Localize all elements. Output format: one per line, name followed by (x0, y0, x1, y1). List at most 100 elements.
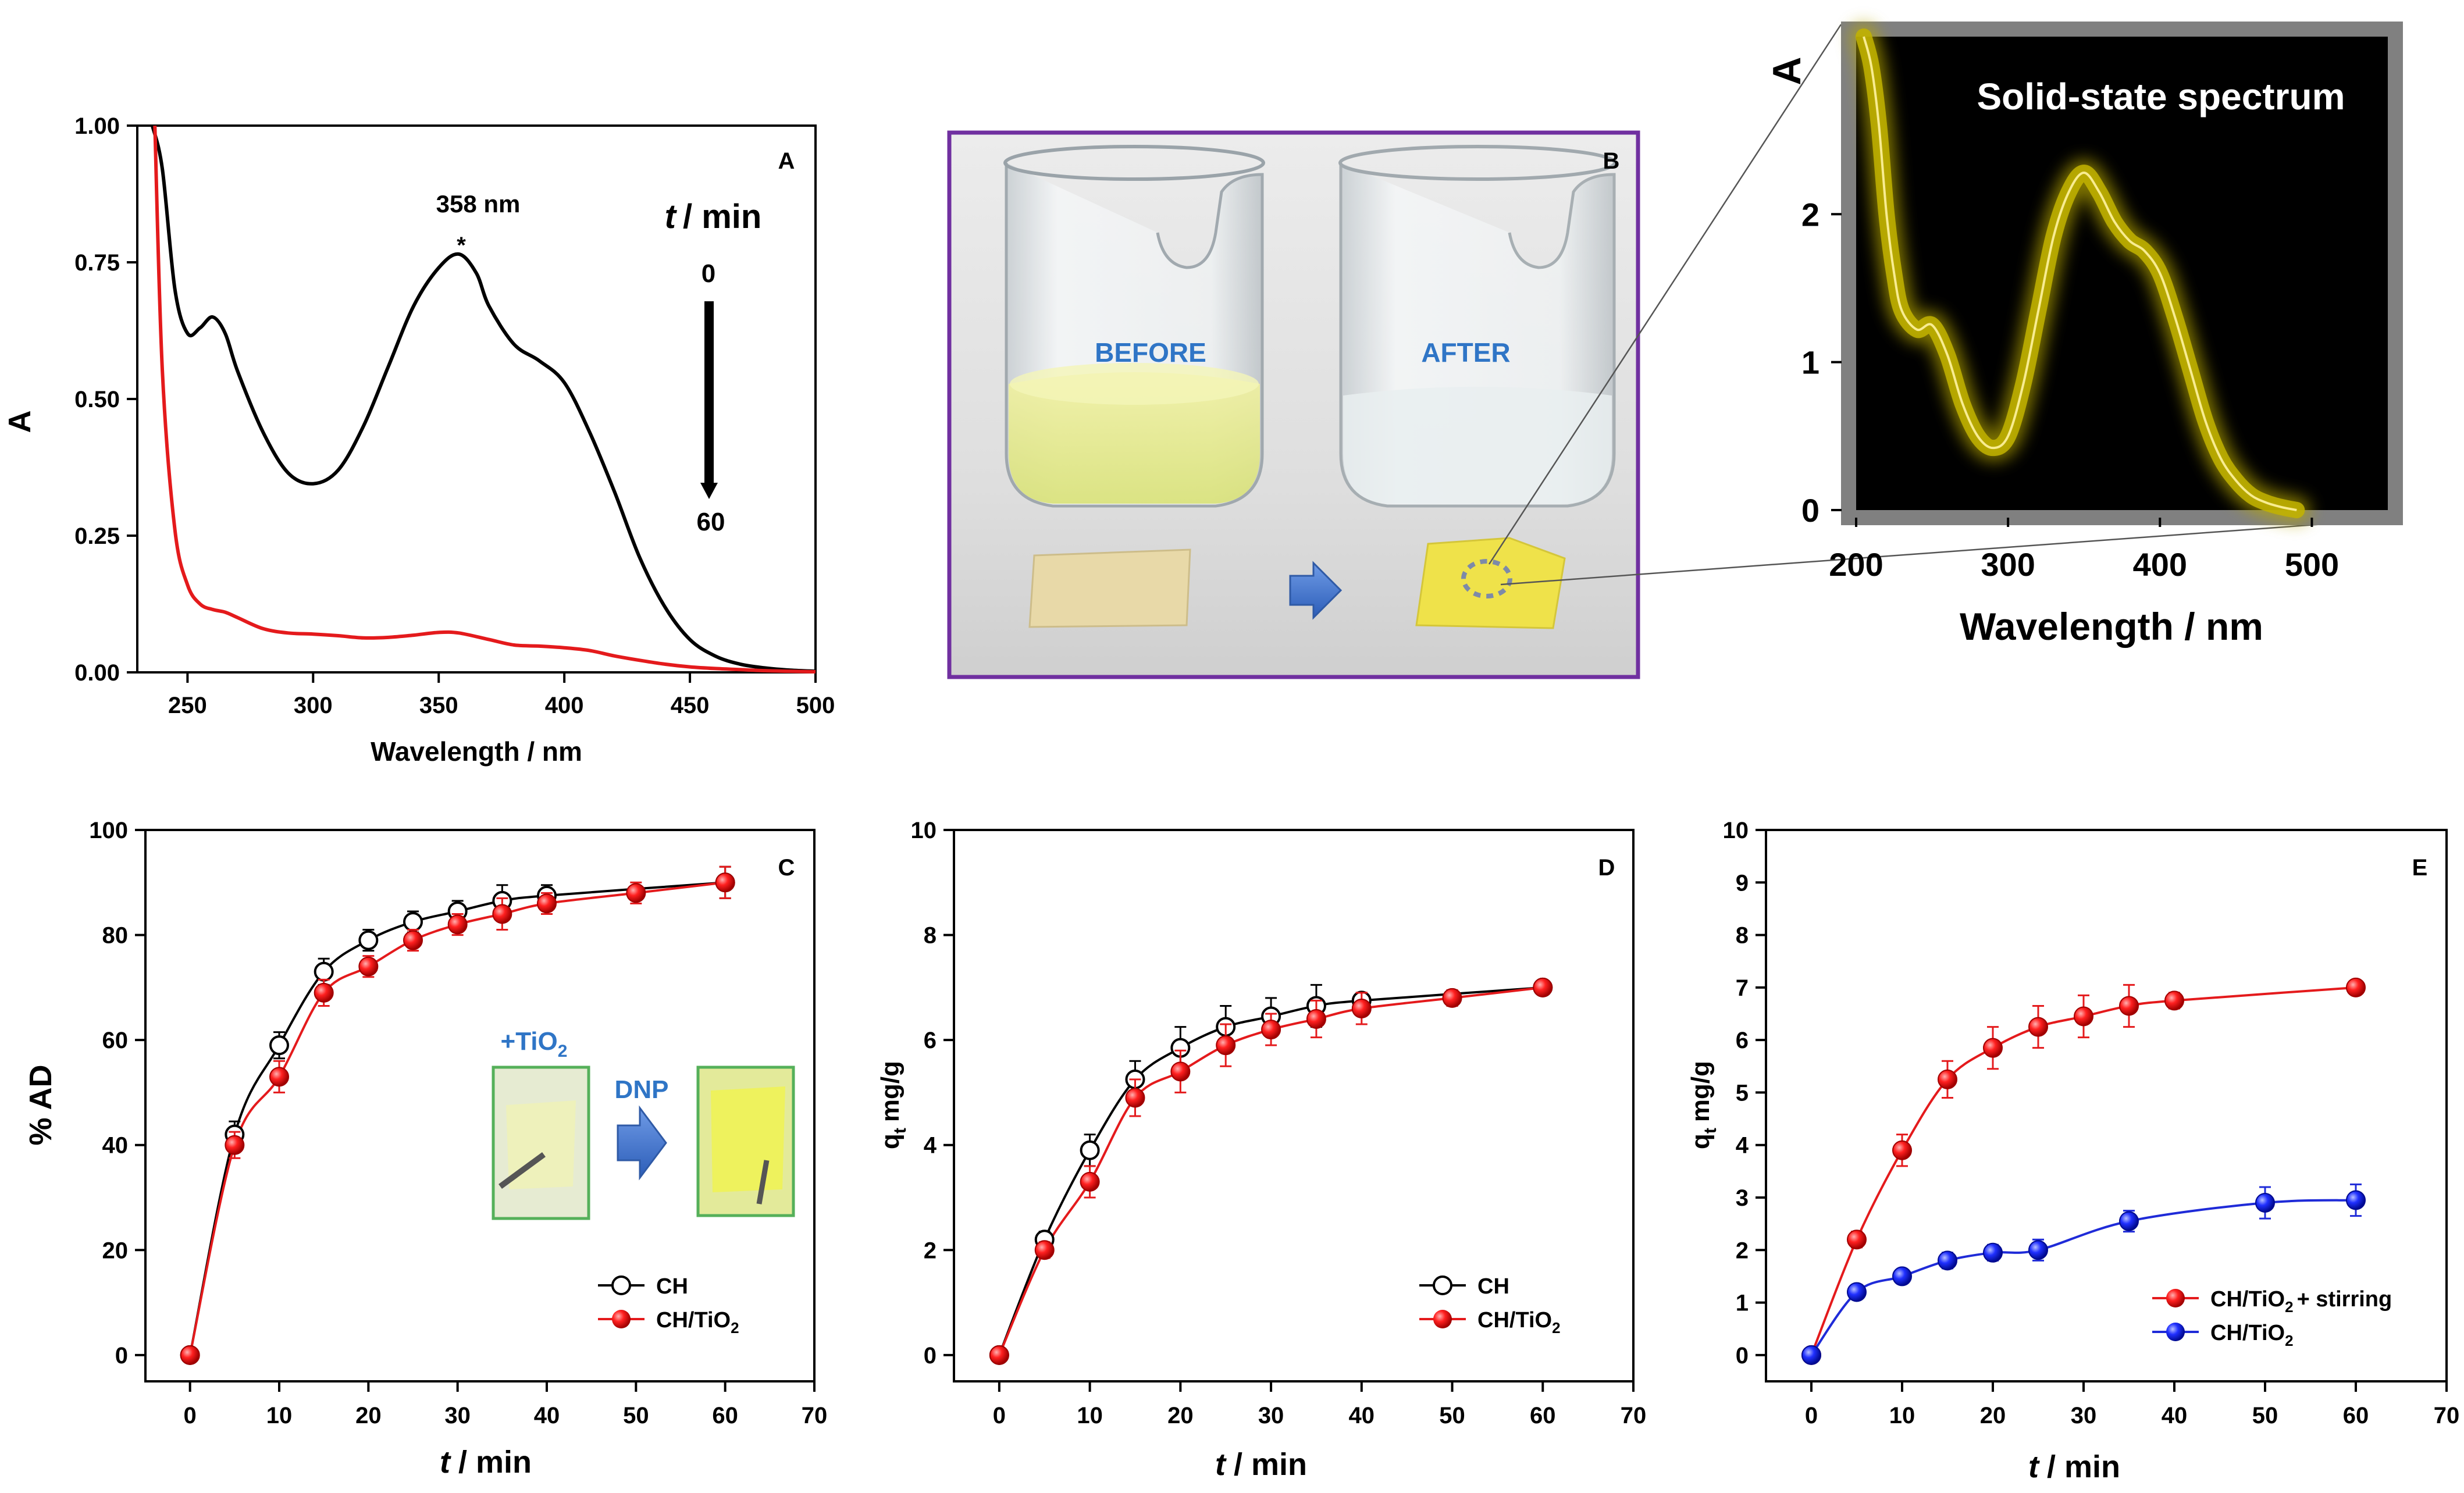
legend-label-1: CH/TiO2 (1477, 1308, 1561, 1337)
data-point (1306, 1009, 1326, 1029)
legend-label-0: CH/TiO2 + stirring (2210, 1287, 2392, 1316)
inset-photo-after-tweezer (756, 1160, 770, 1205)
inset-curve (1850, 23, 2310, 523)
panel-c-curves (180, 865, 735, 1365)
x-tick-label-0: 0 (184, 1403, 197, 1428)
panel-a-letter: A (778, 148, 795, 174)
panel-c-xlabel-unit: / min (458, 1445, 532, 1480)
data-point (2346, 1190, 2366, 1210)
panel-d-frame (953, 829, 1635, 1382)
y-tick-label-4: 4 (1736, 1133, 1749, 1159)
panel-e-frame (1765, 829, 2448, 1382)
spectrum-line-0 (150, 125, 816, 674)
inset-y-tick-label-0: 0 (1801, 492, 1819, 529)
inset-x-tick-label-500: 500 (2285, 546, 2339, 583)
y-tick-label-2: 2 (924, 1238, 937, 1263)
film-before (1028, 548, 1191, 628)
y-tick-label-3: 3 (1736, 1185, 1749, 1211)
inset-photo-before-tweezer (499, 1152, 546, 1189)
y-tick-label-100: 100 (89, 818, 128, 843)
time-start-label: 0 (702, 259, 715, 288)
data-point (1261, 1020, 1281, 1040)
y-tick-label-5: 5 (1736, 1080, 1749, 1106)
panel-d-ylabel: qt mg/g (876, 1061, 910, 1149)
data-point (1983, 1242, 2003, 1263)
peak-wavelength-label: 358 nm (436, 190, 521, 218)
data-point (1034, 1240, 1055, 1260)
legend-label-sub: 2 (2285, 1332, 2293, 1349)
panel-inset: 200 300 400 500 0 1 2 Solid-state spectrum Wav… (1765, 22, 2403, 648)
y-tick-label-40: 40 (102, 1133, 129, 1159)
data-point (225, 1135, 245, 1155)
x-tick-label-450: 450 (671, 693, 710, 718)
legend-marker-0 (2166, 1289, 2185, 1307)
inset-frame (1841, 22, 2403, 525)
panel-d-xlabel: t / min (1215, 1447, 1307, 1482)
y-tick-label-6: 6 (924, 1028, 937, 1053)
panel-e-xlabel-unit: / min (2047, 1449, 2120, 1484)
x-tick-label-30: 30 (444, 1403, 471, 1428)
panel-e-letter: E (2412, 855, 2428, 881)
y-tick-label-0.50: 0.50 (74, 387, 120, 412)
panel-d-xlabel-unit: / min (1234, 1447, 1307, 1482)
y-tick-label-6: 6 (1736, 1028, 1749, 1053)
y-tick-label-0.00: 0.00 (74, 660, 120, 686)
inset-photo-after-film (711, 1086, 785, 1192)
x-tick-label-20: 20 (1980, 1403, 2006, 1428)
beaker-after (1338, 145, 1616, 508)
inset-label-tio2-text: +TiO (501, 1027, 558, 1056)
panel-c-letter: C (778, 855, 795, 881)
data-point (403, 912, 423, 932)
inset-x-tick-label-400: 400 (2133, 546, 2187, 583)
x-tick-label-50: 50 (1439, 1403, 1465, 1428)
y-tick-label-0: 0 (115, 1343, 128, 1369)
transition-arrow-icon (1289, 561, 1343, 620)
x-tick-label-40: 40 (1349, 1403, 1375, 1428)
data-point (1847, 1282, 1867, 1302)
inset-curve-line (1863, 36, 2297, 511)
beaker-after-rim (1338, 145, 1616, 181)
data-point (537, 893, 557, 914)
data-point (447, 914, 468, 935)
data-point (1892, 1140, 1912, 1160)
data-point (1170, 1061, 1191, 1082)
x-tick-label-70: 70 (2434, 1403, 2460, 1428)
panel-c-frame (144, 829, 816, 1382)
legend-label-1: CH/TiO2 (656, 1308, 739, 1337)
data-point (1983, 1038, 2003, 1058)
data-point (2119, 1211, 2139, 1231)
panel-c-legend: CH CH/TiO2 (598, 1274, 739, 1337)
panel-b: BEFORE AFTER B (947, 130, 1640, 679)
panel-d-legend: CH CH/TiO2 (1419, 1274, 1561, 1337)
data-point (1847, 1230, 1867, 1250)
panel-e-xlabel-t: t (2028, 1449, 2040, 1484)
panel-e-xlabel: t / min (2028, 1449, 2120, 1484)
panel-a-ticks: 250 300 350 400 450 500 0.00 0.25 0.50 0.75 1.00 (74, 113, 835, 718)
inset-label-dnp: DNP (615, 1075, 669, 1104)
data-point (1080, 1140, 1100, 1160)
label-after: AFTER (1421, 337, 1510, 368)
y-tick-label-20: 20 (102, 1238, 129, 1263)
data-point (2164, 990, 2184, 1011)
legend-marker-1 (612, 1310, 631, 1328)
data-point (715, 872, 735, 893)
data-point (1125, 1088, 1145, 1108)
legend-marker-1 (2166, 1323, 2185, 1341)
panel-c-ticks: 0 10 20 30 40 50 60 70 0 20 40 60 80 100 (89, 818, 827, 1428)
panel-c-ylabel: % AD (23, 1064, 58, 1145)
inset-arrow-icon (617, 1105, 667, 1181)
y-tick-label-2: 2 (1736, 1238, 1749, 1263)
data-point (1938, 1250, 1957, 1271)
data-point (1442, 988, 1462, 1008)
data-point (2119, 996, 2139, 1016)
beaker-after-liquid (1343, 387, 1612, 504)
panel-b-frame (947, 130, 1640, 679)
inset-xlabel: Wavelength / nm (1960, 605, 2263, 648)
x-tick-label-0: 0 (993, 1403, 1006, 1428)
inset-y-tick-label-2: 2 (1801, 196, 1819, 233)
zoom-line-bottom (1500, 518, 2396, 586)
